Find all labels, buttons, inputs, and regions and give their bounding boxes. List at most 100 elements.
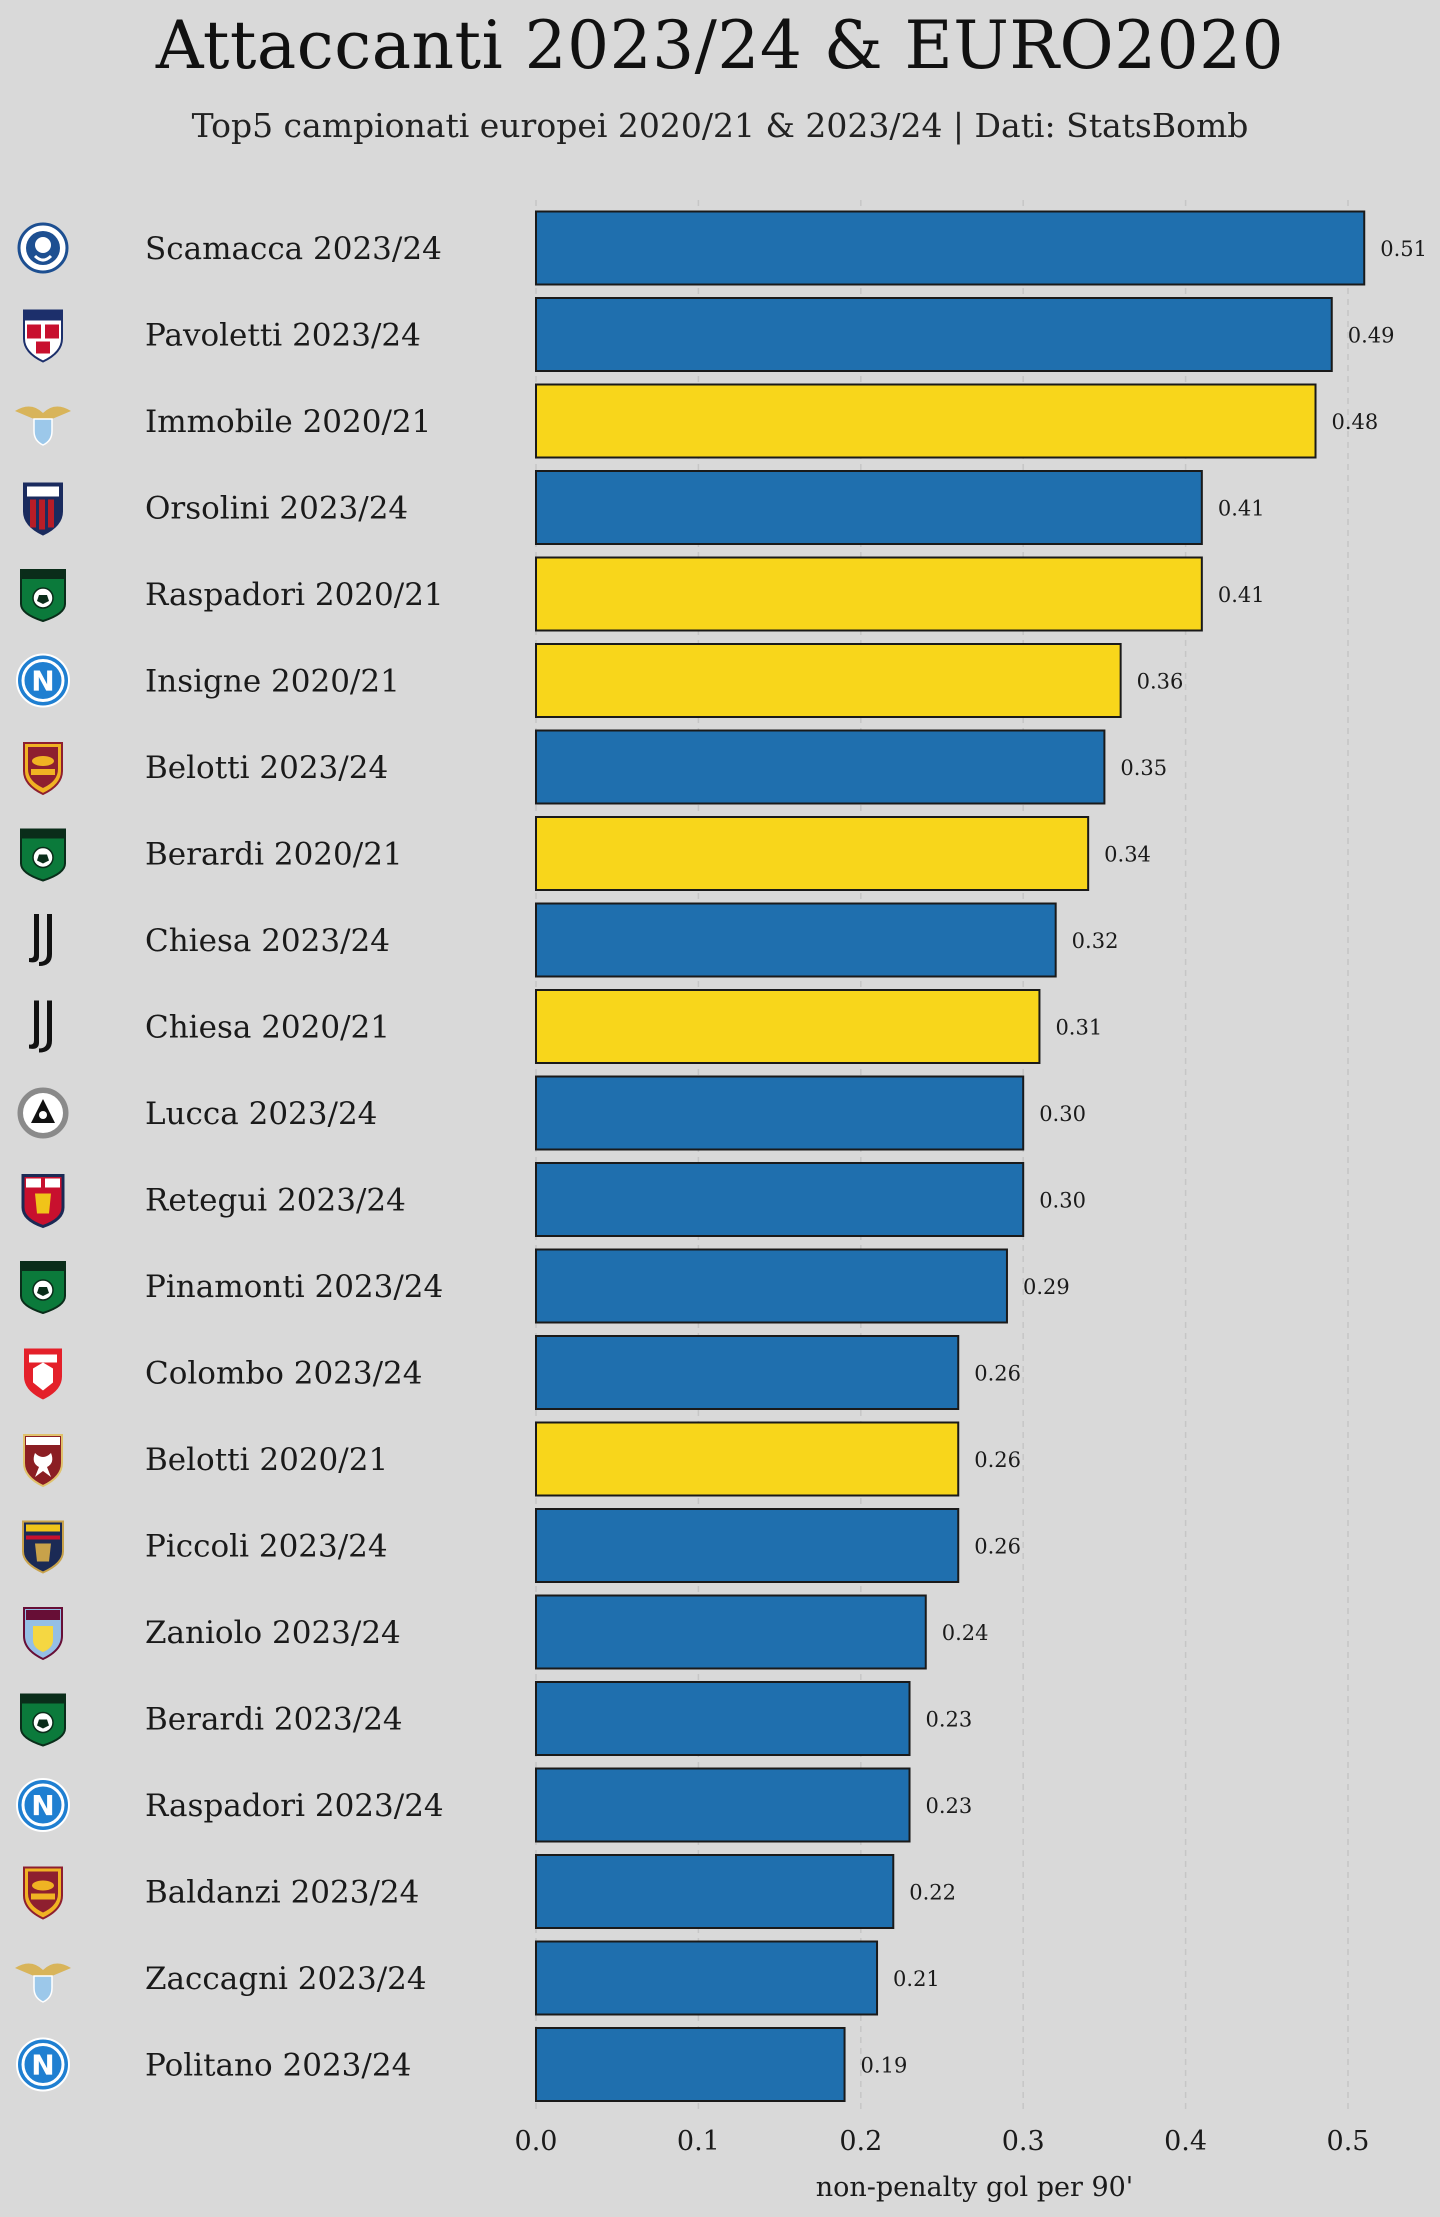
bar-category-label: Pinamonti 2023/24	[145, 1269, 443, 1305]
bar	[535, 1162, 1025, 1237]
lazio-logo-icon	[15, 1963, 71, 2003]
bar-value-label: 0.26	[974, 1535, 1021, 1559]
bar	[535, 1594, 927, 1670]
bar-category-label: Chiesa 2020/21	[145, 1010, 390, 1046]
aston-villa-logo-icon	[23, 1607, 63, 1661]
bar-value-label: 0.23	[926, 1794, 973, 1818]
bar-value-label: 0.24	[942, 1621, 989, 1645]
chart-title: Attaccanti 2023/24 & EURO2020	[155, 7, 1285, 84]
bar-value-label: 0.35	[1120, 756, 1167, 780]
bar	[535, 1508, 960, 1583]
x-tick-label: 0.4	[1164, 2126, 1207, 2157]
bar-labels: Scamacca 2023/24 Pavoletti 2023/24 Immobil…	[145, 231, 444, 2084]
bar-value-label: 0.26	[974, 1448, 1021, 1472]
bar-value-label: 0.41	[1218, 497, 1265, 521]
bar-category-label: Belotti 2023/24	[145, 750, 388, 786]
bar-value-label: 0.29	[1023, 1275, 1070, 1299]
bar-value-label: 0.49	[1348, 324, 1395, 348]
chart-subtitle: Top5 campionati europei 2020/21 & 2023/2…	[191, 106, 1249, 145]
bar-value-label: 0.32	[1072, 929, 1119, 953]
sassuolo-logo-icon	[20, 569, 66, 623]
bar	[535, 816, 1090, 891]
bar-category-label: Piccoli 2023/24	[145, 1529, 388, 1565]
torino-logo-icon	[23, 1434, 63, 1488]
bar-category-label: Lucca 2023/24	[145, 1096, 377, 1132]
x-tick-label: 0.0	[515, 2126, 558, 2157]
bar-category-label: Belotti 2020/21	[145, 1442, 388, 1478]
bar	[535, 556, 1203, 632]
bar-category-label: Orsolini 2023/24	[145, 491, 408, 527]
bar	[535, 210, 1366, 286]
sassuolo-logo-icon	[20, 1261, 66, 1315]
bar-category-label: Colombo 2023/24	[145, 1356, 423, 1392]
bar-category-label: Berardi 2020/21	[145, 837, 403, 873]
bar-value-label: 0.26	[974, 1362, 1021, 1386]
x-tick-label: 0.1	[677, 2126, 720, 2157]
bar	[535, 902, 1057, 978]
svg-text:N: N	[31, 665, 54, 698]
bar	[535, 1248, 1008, 1324]
bar-category-label: Zaccagni 2023/24	[145, 1961, 427, 1997]
bar	[535, 1421, 960, 1497]
napoli-logo-icon: N	[16, 1778, 70, 1832]
bar	[535, 643, 1122, 718]
bar-value-label: 0.21	[893, 1967, 940, 1991]
bar-category-label: Retegui 2023/24	[145, 1183, 406, 1219]
bars	[535, 210, 1366, 2102]
value-labels: 0.51 0.49 0.48 0.41 0.41 0.36 0.35 0.34 0.32 0.31…	[861, 237, 1427, 2078]
bar	[535, 729, 1106, 805]
bar-value-label: 0.36	[1137, 670, 1184, 694]
bar-value-label: 0.30	[1039, 1189, 1086, 1213]
bar-category-label: Scamacca 2023/24	[145, 231, 442, 267]
x-axis-title: non-penalty gol per 90'	[816, 2172, 1134, 2203]
bar	[535, 2027, 846, 2102]
napoli-logo-icon: N	[16, 2037, 70, 2092]
bar-value-label: 0.22	[909, 1881, 956, 1905]
bar-category-label: Berardi 2023/24	[145, 1702, 403, 1738]
x-tick-label: 0.3	[1002, 2126, 1045, 2157]
bar-value-label: 0.51	[1380, 237, 1427, 261]
bar-value-label: 0.23	[926, 1708, 973, 1732]
bar	[535, 1075, 1025, 1151]
x-tick-label: 0.2	[839, 2126, 882, 2157]
monza-logo-icon	[24, 1348, 62, 1400]
bar-category-label: Immobile 2020/21	[145, 404, 431, 440]
bar-value-label: 0.48	[1332, 410, 1379, 434]
bar-category-label: Pavoletti 2023/24	[145, 318, 421, 354]
x-axis: 0.0 0.1 0.2 0.3 0.4 0.5 non-penalty gol per 90…	[515, 2126, 1370, 2203]
bar	[535, 989, 1041, 1064]
lazio-logo-icon	[15, 406, 71, 446]
bar-category-label: Chiesa 2023/24	[145, 923, 390, 959]
bar-category-label: Zaniolo 2023/24	[145, 1615, 401, 1651]
club-logos: N N N	[15, 222, 71, 2092]
bar	[535, 1854, 895, 1929]
roma-logo-icon	[23, 1866, 63, 1920]
sassuolo-logo-icon	[20, 828, 66, 882]
bar-category-label: Raspadori 2023/24	[145, 1788, 444, 1824]
napoli-logo-icon: N	[16, 653, 70, 708]
bar	[535, 297, 1333, 372]
svg-text:N: N	[31, 2049, 54, 2082]
bar-value-label: 0.31	[1055, 1016, 1102, 1040]
juventus-logo-icon	[29, 1000, 52, 1053]
genoa-logo-icon	[21, 1174, 65, 1229]
lecce-logo-icon	[22, 1520, 64, 1574]
bar	[535, 1335, 960, 1410]
x-tick-label: 0.5	[1327, 2126, 1370, 2157]
bar-category-label: Baldanzi 2023/24	[145, 1875, 419, 1911]
udinese-logo-icon	[16, 1086, 70, 1140]
bar-category-label: Raspadori 2020/21	[145, 577, 444, 613]
roma-logo-icon	[23, 742, 63, 796]
bar	[535, 470, 1203, 545]
bar-value-label: 0.19	[861, 2054, 908, 2078]
juventus-logo-icon	[29, 914, 52, 966]
bar-category-label: Politano 2023/24	[145, 2048, 411, 2084]
bar-value-label: 0.34	[1104, 843, 1151, 867]
bar-value-label: 0.41	[1218, 583, 1265, 607]
bar-value-label: 0.30	[1039, 1102, 1086, 1126]
atalanta-logo-icon	[17, 222, 69, 274]
svg-text:N: N	[31, 1789, 54, 1822]
bar	[535, 1940, 879, 2016]
bar	[535, 383, 1317, 459]
